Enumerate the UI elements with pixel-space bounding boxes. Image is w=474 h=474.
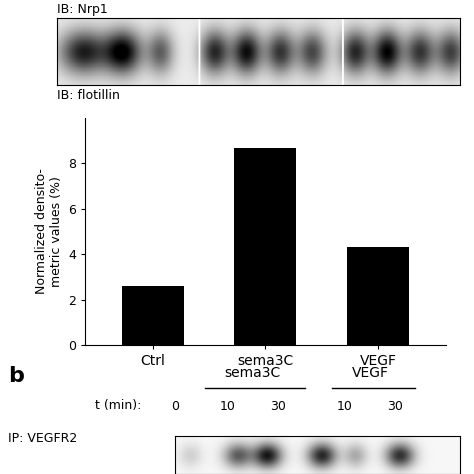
Text: IP: VEGFR2: IP: VEGFR2 <box>8 431 77 445</box>
Text: IB: Nrp1: IB: Nrp1 <box>57 3 108 16</box>
Text: sema3C: sema3C <box>224 366 280 380</box>
Bar <box>235 147 296 345</box>
Text: t (min):: t (min): <box>95 400 141 412</box>
Text: b: b <box>8 366 24 386</box>
Text: IB: flotillin: IB: flotillin <box>57 89 120 102</box>
Text: 30: 30 <box>270 400 286 412</box>
Bar <box>347 247 409 345</box>
Text: 0: 0 <box>171 400 179 412</box>
Text: 10: 10 <box>337 400 353 412</box>
Text: 10: 10 <box>220 400 236 412</box>
Text: 30: 30 <box>387 400 403 412</box>
Bar <box>122 286 184 345</box>
Y-axis label: Normalized densito-
metric values (%): Normalized densito- metric values (%) <box>35 169 63 294</box>
Text: VEGF: VEGF <box>352 366 389 380</box>
